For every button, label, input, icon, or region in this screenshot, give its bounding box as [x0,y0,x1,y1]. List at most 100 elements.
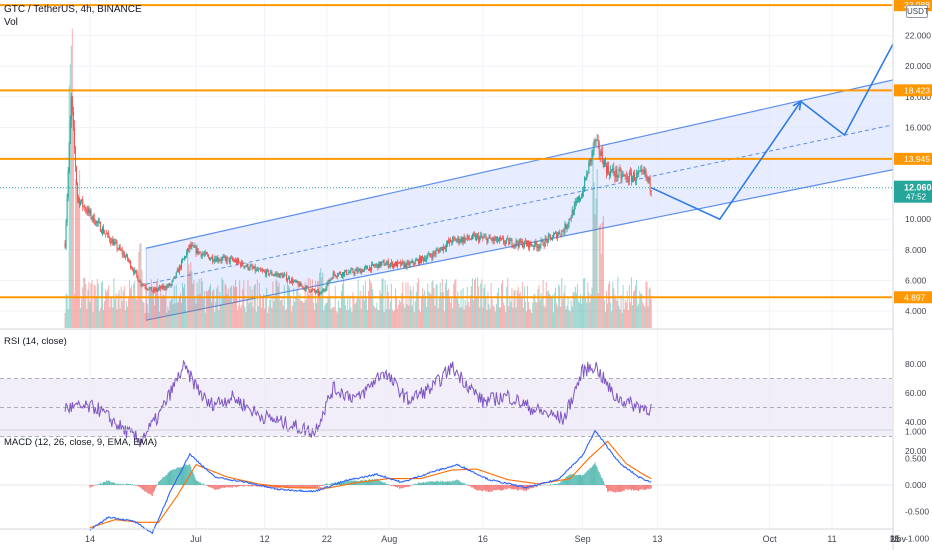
candle-body [490,238,492,240]
candle-body [289,277,291,282]
candle-body [596,139,598,141]
volume-bar [194,296,196,328]
volume-bar [604,311,606,328]
volume-bar [481,279,483,328]
candle-body [620,170,622,178]
volume-bar [280,300,282,328]
channel-upper-line [145,74,914,249]
macd-histogram-bar [140,485,142,488]
macd-histogram-bar [221,485,223,488]
volume-bar [201,281,203,328]
volume-bar [125,301,127,328]
candle-body [616,169,618,178]
level-price-tag [894,84,932,97]
volume-bar [617,277,619,328]
macd-histogram-bar [209,485,211,488]
candle-body [305,286,307,291]
candle-body [101,227,103,233]
macd-histogram-bar [122,483,124,485]
candle-body [568,218,570,225]
time-tick-label: 14 [85,534,95,544]
volume-bar [621,312,623,328]
candle-body [604,160,606,166]
volume-bar [196,282,198,328]
candle-body [491,239,493,241]
macd-histogram-bar [138,485,140,488]
macd-histogram-bar [402,485,404,489]
candle-body [120,249,122,251]
candle-body [99,222,101,232]
volume-bar [331,307,333,328]
volume-bar [191,271,193,328]
volume-bar [324,305,326,328]
macd-histogram-bar [94,484,96,486]
volume-bar [344,295,346,328]
volume-bar [391,309,393,328]
volume-bar [199,293,201,328]
candle-body [213,261,215,263]
macd-tick-label: 0.500 [905,453,927,463]
macd-histogram-bar [204,485,206,486]
volume-bar [284,310,286,328]
volume-bar [198,279,200,328]
volume-bar [70,45,72,328]
candle-body [97,221,99,223]
macd-histogram-bar [453,480,455,485]
macd-histogram-bar [346,480,348,485]
candle-body [576,200,578,202]
candle-body [407,262,409,264]
candle-body [220,260,222,261]
volume-bar [177,301,179,328]
candle-body [645,170,647,177]
candle-body [626,176,628,181]
macd-histogram-bar [624,485,626,490]
candle-body [363,267,365,270]
candle-body [114,241,116,243]
macd-histogram-bar [364,479,366,485]
candle-body [602,161,604,167]
macd-histogram-bar [214,485,216,490]
macd-histogram-bar [344,481,346,485]
macd-histogram-bar [366,480,368,485]
candle-body [190,244,192,248]
candle-body [165,288,167,290]
candle-body [64,243,66,248]
volume-bar [408,305,410,328]
volume-bar [175,284,177,328]
candle-body [143,284,145,286]
volume-bar [582,296,584,328]
candle-body [542,240,544,246]
candle-body [414,260,416,265]
macd-histogram-bar [572,474,574,485]
volume-bar [597,292,599,328]
macd-histogram-bar [534,485,536,487]
candle-body [297,280,299,284]
macd-histogram-bar [384,482,386,485]
macd-histogram-bar [233,485,235,487]
currency-badge[interactable]: USDT [906,5,929,18]
macd-histogram-bar [368,479,370,485]
candle-body [211,256,213,259]
macd-histogram-bar [599,474,601,485]
macd-histogram-bar [625,485,627,489]
macd-histogram-bar [231,485,233,488]
volume-bar [188,264,190,328]
volume-bar [168,310,170,328]
volume-bar [351,312,353,328]
volume-bar [522,307,524,328]
volume-bar [438,297,440,328]
candle-body [453,237,455,239]
macd-histogram-bar [421,482,423,485]
macd-histogram-bar [404,485,406,488]
candle-body [106,233,108,235]
candle-body [618,169,620,176]
volume-bar [402,281,404,328]
macd-histogram-bar [308,485,310,488]
volume-bar [648,288,650,328]
volume-bar [190,262,192,328]
macd-histogram-bar [634,485,636,491]
volume-bar [428,291,430,328]
volume-bar [66,295,68,328]
